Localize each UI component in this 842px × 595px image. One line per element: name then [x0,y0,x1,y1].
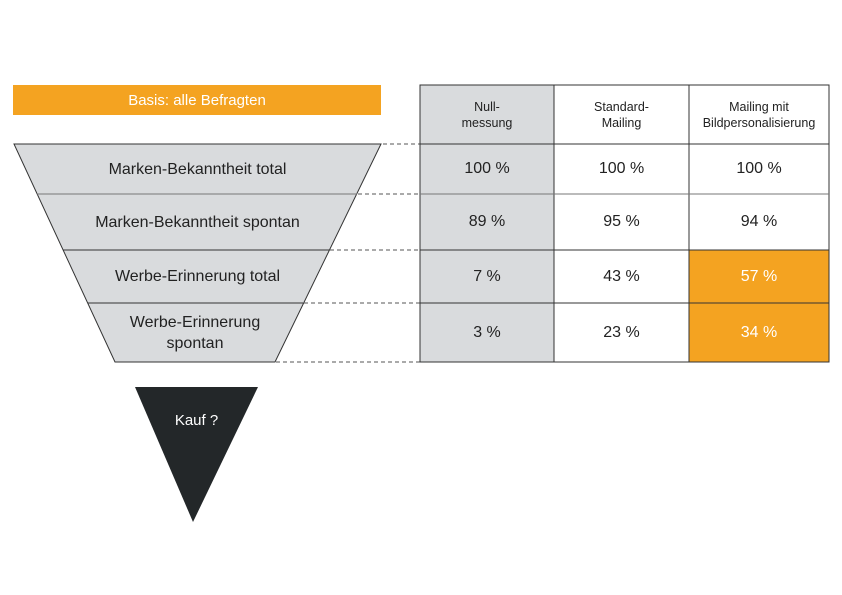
table-cell: 7 % [473,267,501,285]
table-cell: 100 % [736,160,782,177]
table-cell: 57 % [740,267,778,285]
header-personalized: Mailing mit Bildpersonalisierung [702,99,816,130]
table-cell: 43 % [603,267,640,285]
table-cell: 89 % [468,213,506,230]
table-cell: 100 % [598,160,645,177]
table-cell: 100 % [464,160,510,177]
funnel-level-1: Marken-Bekanntheit total [108,160,287,178]
null-column-bg [420,85,554,362]
header-standard: Standard- Mailing [594,99,649,130]
purchase-triangle [135,387,258,522]
funnel-level-4: Werbe-Erinnerung spontan [129,313,261,352]
purchase-label: Kauf ? [174,412,219,429]
funnel-level-2: Marken-Bekanntheit spontan [95,213,300,231]
header-null: Null- messung [461,99,513,130]
table-border [419,84,830,363]
funnel-shape [13,143,382,363]
table-cell: 3 % [473,323,501,341]
highlight-bg [689,250,829,362]
basis-banner: Basis: alle Befragten [13,85,381,115]
table-cell: 95 % [603,213,640,230]
funnel-level-3: Werbe-Erinnerung total [114,268,281,285]
table-cell: 94 % [740,213,778,230]
table-cell: 23 % [603,323,640,341]
table-cell: 34 % [740,323,778,341]
